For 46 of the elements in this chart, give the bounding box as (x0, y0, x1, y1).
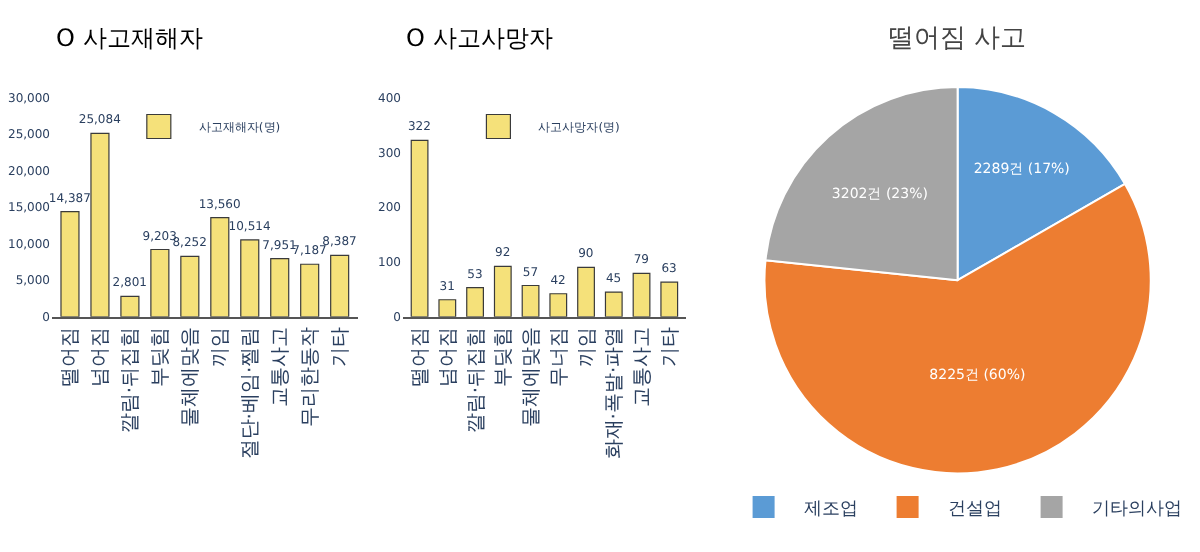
x-tick-label: 교통사고 (270, 326, 293, 407)
bar (240, 239, 260, 317)
bar (60, 211, 80, 317)
bar (521, 284, 540, 317)
bar (660, 281, 679, 317)
bar (604, 291, 623, 317)
bar (466, 287, 484, 317)
x-tick-label: 떨어짐 (410, 326, 433, 387)
bar (410, 139, 429, 317)
x-tick-label: 화재·폭발·파열 (604, 326, 627, 460)
x-tick-label: 깔림·뒤집힘 (120, 326, 143, 434)
x-tick-label: 물체에맞음 (180, 326, 203, 427)
x-tick-label: 기타 (659, 326, 682, 367)
x-tick-label: 넘어짐 (437, 326, 460, 387)
bar (270, 258, 290, 317)
bar (210, 217, 230, 317)
bar (577, 266, 595, 317)
x-tick-label: 무리한동작 (300, 326, 323, 427)
bar (90, 132, 110, 317)
bar (632, 272, 651, 317)
bar (549, 293, 568, 317)
chart-title: O 사고사망자 (406, 24, 553, 52)
bar (330, 254, 350, 317)
legend-label: 제조업 (803, 500, 858, 521)
x-tick-label: 부딪힘 (493, 326, 516, 387)
x-tick-label: 넘어짐 (90, 326, 113, 387)
x-tick-label: 절단·베임·찔림 (240, 326, 263, 460)
bar (493, 265, 512, 317)
chart-title: O 사고재해자 (56, 24, 203, 52)
chart-title: 떨어짐 사고 (888, 24, 1027, 54)
bar (180, 255, 200, 317)
legend-label: 기타의사업 (1091, 500, 1182, 521)
bar (438, 299, 457, 317)
bar (300, 263, 320, 317)
x-tick-label: 끼임 (210, 326, 233, 367)
x-tick-label: 무너짐 (548, 326, 571, 387)
legend-label: 건설업 (947, 500, 1002, 521)
x-tick-label: 기타 (330, 326, 353, 367)
x-tick-label: 끼임 (576, 326, 599, 367)
bar (150, 248, 170, 317)
x-tick-label: 부딪힘 (150, 326, 173, 387)
x-tick-label: 교통사고 (632, 326, 655, 407)
x-tick-label: 떨어짐 (60, 326, 83, 387)
bar (120, 295, 140, 317)
x-tick-label: 물체에맞음 (521, 326, 544, 427)
x-tick-label: 깔림·뒤집힘 (465, 326, 488, 434)
